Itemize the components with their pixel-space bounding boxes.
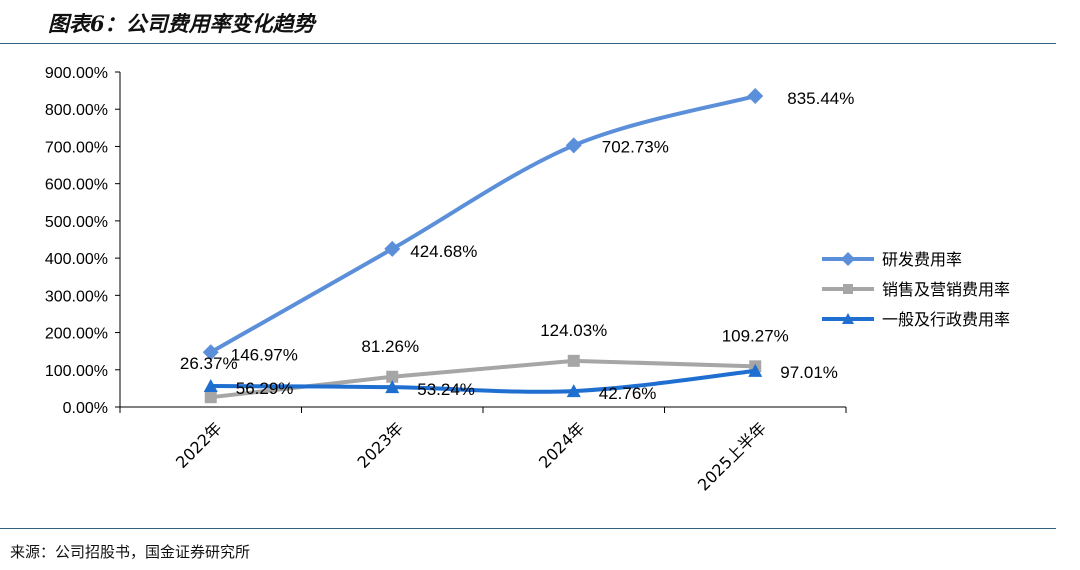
data-label: 53.24% [417, 380, 475, 399]
marker-diamond [841, 252, 855, 266]
data-label: 42.76% [599, 384, 657, 403]
source-note: 来源：公司招股书，国金证券研究所 [10, 543, 251, 561]
data-label: 424.68% [410, 242, 477, 261]
chart-axes: 0.00% 100.00% 200.00% 300.00% 400.00% 500.00%… [45, 65, 847, 495]
x-tick-label: 2025上半年 [694, 418, 770, 494]
data-label: 835.44% [787, 89, 854, 108]
legend-label: 一般及行政费用率 [882, 310, 1010, 329]
marker-square [567, 354, 580, 367]
y-tick-label: 800.00% [45, 102, 108, 119]
title-divider [0, 43, 1056, 44]
marker-diamond [384, 240, 401, 257]
x-tick-label: 2023年 [354, 418, 408, 472]
marker-triangle [203, 379, 218, 393]
data-label: 146.97% [231, 345, 298, 364]
data-label: 109.27% [722, 326, 789, 345]
marker-triangle [566, 384, 581, 398]
y-tick-label: 400.00% [45, 251, 108, 268]
series-layer [202, 88, 764, 404]
marker-triangle [748, 363, 763, 377]
marker-diamond [565, 137, 582, 154]
data-label: 124.03% [540, 321, 607, 340]
series-line [208, 94, 758, 355]
data-label: 56.29% [236, 379, 294, 398]
data-labels-layer: 146.97% 424.68% 702.73% 835.44% 26.37% 81.26%… [180, 89, 854, 403]
y-tick-label: 200.00% [45, 326, 108, 343]
y-tick-label: 500.00% [45, 214, 108, 231]
legend-label: 销售及营销费用率 [882, 280, 1010, 299]
figure-title: 图表6：公司费用率变化趋势 [48, 11, 315, 36]
y-tick-label: 300.00% [45, 288, 108, 305]
y-tick-label: 700.00% [45, 139, 108, 156]
data-label: 97.01% [780, 363, 838, 382]
marker-square [204, 391, 217, 404]
series-line [208, 368, 758, 394]
y-tick-label: 100.00% [45, 363, 108, 380]
data-label: 702.73% [602, 137, 669, 156]
marker-diamond [747, 88, 764, 105]
x-tick-label: 2024年 [535, 418, 589, 472]
legend-label: 研发费用率 [882, 250, 962, 269]
data-label: 81.26% [361, 337, 419, 356]
marker-triangle [385, 380, 400, 394]
y-tick-label: 600.00% [45, 177, 108, 194]
x-tick-label: 2022年 [172, 418, 226, 472]
marker-square [386, 370, 399, 383]
data-label: 26.37% [180, 354, 238, 373]
marker-square [843, 284, 853, 294]
y-tick-label: 900.00% [45, 65, 108, 82]
marker-diamond [202, 344, 219, 361]
footer-divider [0, 528, 1056, 529]
marker-triangle [842, 313, 854, 324]
expense-ratio-chart: 0.00% 100.00% 200.00% 300.00% 400.00% 500.00%… [45, 65, 1010, 495]
y-tick-label: 0.00% [63, 400, 108, 417]
